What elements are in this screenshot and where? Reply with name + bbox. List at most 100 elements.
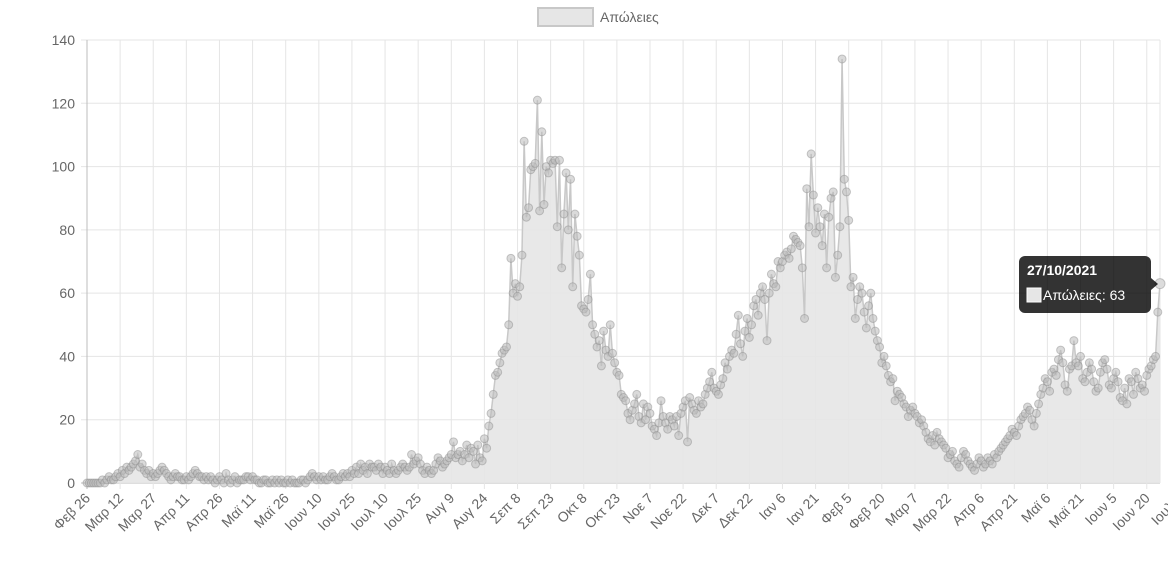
data-point[interactable] xyxy=(539,200,549,210)
data-point[interactable] xyxy=(751,294,761,304)
data-point[interactable] xyxy=(802,184,812,194)
data-point[interactable] xyxy=(1062,386,1072,396)
data-point[interactable] xyxy=(835,222,845,232)
data-point[interactable] xyxy=(797,263,807,273)
data-point[interactable] xyxy=(621,396,631,406)
data-point[interactable] xyxy=(868,313,878,323)
data-point[interactable] xyxy=(607,348,617,358)
data-point[interactable] xyxy=(477,456,487,466)
data-point[interactable] xyxy=(585,269,595,279)
data-point[interactable] xyxy=(890,396,900,406)
data-point[interactable] xyxy=(449,437,458,447)
data-point[interactable] xyxy=(875,342,885,352)
data-point[interactable] xyxy=(848,272,858,282)
data-point[interactable] xyxy=(1029,421,1039,431)
data-point[interactable] xyxy=(760,294,770,304)
data-point[interactable] xyxy=(707,367,717,377)
data-point[interactable] xyxy=(632,389,642,399)
data-point[interactable] xyxy=(1129,389,1139,399)
data-point[interactable] xyxy=(535,206,545,216)
data-point[interactable] xyxy=(713,389,723,399)
data-point[interactable] xyxy=(566,174,576,184)
data-point[interactable] xyxy=(486,408,496,418)
data-point[interactable] xyxy=(740,326,750,336)
data-point[interactable] xyxy=(1120,383,1130,393)
data-point[interactable] xyxy=(588,320,598,330)
data-point[interactable] xyxy=(1058,358,1068,368)
data-point[interactable] xyxy=(1122,399,1132,409)
data-point[interactable] xyxy=(930,440,940,450)
data-point[interactable] xyxy=(473,440,483,450)
data-point[interactable] xyxy=(656,396,666,406)
data-point[interactable] xyxy=(853,294,863,304)
data-point[interactable] xyxy=(941,443,951,453)
data-point[interactable] xyxy=(493,367,503,377)
data-point[interactable] xyxy=(482,443,492,453)
data-point[interactable] xyxy=(1056,345,1066,355)
data-point[interactable] xyxy=(537,127,547,137)
data-point[interactable] xyxy=(641,415,651,425)
data-point[interactable] xyxy=(594,336,604,346)
data-point[interactable] xyxy=(733,310,743,320)
data-point[interactable] xyxy=(563,225,573,235)
legend[interactable]: Απώλειες xyxy=(537,7,659,27)
data-point[interactable] xyxy=(625,415,635,425)
data-point[interactable] xyxy=(1087,364,1097,374)
data-point[interactable] xyxy=(599,326,609,336)
data-point[interactable] xyxy=(1051,370,1061,380)
data-point[interactable] xyxy=(570,209,580,219)
data-point[interactable] xyxy=(471,459,481,469)
data-point[interactable] xyxy=(521,212,531,222)
data-point[interactable] xyxy=(954,462,964,472)
data-point[interactable] xyxy=(683,437,693,447)
data-point[interactable] xyxy=(824,212,834,222)
data-point[interactable] xyxy=(1038,383,1048,393)
data-point[interactable] xyxy=(817,241,827,251)
data-point[interactable] xyxy=(488,389,498,399)
data-point[interactable] xyxy=(698,399,708,409)
data-point[interactable] xyxy=(762,336,772,346)
data-point[interactable] xyxy=(857,288,867,298)
data-point[interactable] xyxy=(605,320,615,330)
data-point[interactable] xyxy=(987,459,997,469)
data-point[interactable] xyxy=(484,421,494,431)
data-point[interactable] xyxy=(830,272,840,282)
data-point[interactable] xyxy=(1042,377,1052,387)
data-point[interactable] xyxy=(729,348,739,358)
data-point[interactable] xyxy=(614,370,624,380)
data-point[interactable] xyxy=(804,222,814,232)
data-point[interactable] xyxy=(464,453,474,463)
data-point[interactable] xyxy=(1095,367,1105,377)
data-point[interactable] xyxy=(771,282,781,292)
data-point[interactable] xyxy=(766,269,776,279)
data-point[interactable] xyxy=(1113,377,1123,387)
data-point[interactable] xyxy=(407,450,417,460)
data-point[interactable] xyxy=(822,263,832,273)
data-point[interactable] xyxy=(722,364,732,374)
data-point[interactable] xyxy=(552,222,562,232)
data-point[interactable] xyxy=(833,250,843,260)
data-point[interactable] xyxy=(610,358,620,368)
data-point[interactable] xyxy=(808,190,818,200)
data-point[interactable] xyxy=(1034,399,1044,409)
data-point[interactable] xyxy=(530,158,540,168)
data-point[interactable] xyxy=(1100,355,1110,365)
data-point[interactable] xyxy=(479,434,489,444)
data-point[interactable] xyxy=(1025,405,1035,415)
data-point[interactable] xyxy=(828,187,838,197)
data-point[interactable] xyxy=(1151,351,1161,361)
data-point[interactable] xyxy=(753,310,763,320)
data-point[interactable] xyxy=(674,431,684,441)
data-point[interactable] xyxy=(881,361,891,371)
data-point[interactable] xyxy=(861,323,871,333)
data-point[interactable] xyxy=(1073,361,1083,371)
data-point[interactable] xyxy=(947,446,957,456)
data-point[interactable] xyxy=(870,326,880,336)
data-point[interactable] xyxy=(736,339,746,349)
data-point[interactable] xyxy=(815,222,825,232)
data-point[interactable] xyxy=(795,241,805,251)
data-point[interactable] xyxy=(837,54,847,64)
data-point[interactable] xyxy=(1089,377,1099,387)
data-point[interactable] xyxy=(1031,408,1041,418)
data-point[interactable] xyxy=(811,228,821,238)
